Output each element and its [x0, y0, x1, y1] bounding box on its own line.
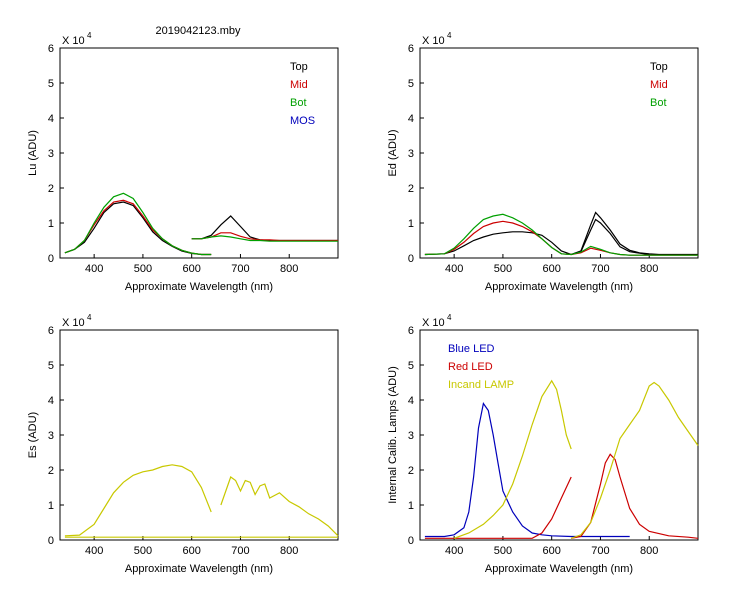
- legend-entry: Blue LED: [448, 343, 495, 355]
- x-tick-label: 400: [445, 545, 463, 557]
- y-exponent-label: 4: [447, 31, 452, 40]
- x-tick-label: 400: [85, 545, 103, 557]
- series-line-incand-lamp-1: [453, 379, 572, 539]
- y-tick-label: 6: [408, 325, 414, 337]
- x-tick-label: 800: [280, 545, 298, 557]
- y-axis-title: Ed (ADU): [387, 129, 399, 176]
- x-tick-label: 500: [494, 263, 512, 275]
- y-axis-title: Internal Calib. Lamps (ADU): [387, 366, 399, 504]
- legend-entry: Top: [290, 61, 308, 73]
- series-line-mid-1: [64, 199, 212, 256]
- x-tick-label: 500: [134, 545, 152, 557]
- legend-entry: Mid: [290, 79, 308, 91]
- y-exponent-label: 4: [87, 313, 92, 322]
- y-tick-label: 5: [48, 78, 54, 90]
- y-tick-label: 1: [408, 500, 414, 512]
- y-tick-label: 1: [408, 218, 414, 230]
- y-tick-label: 4: [48, 113, 54, 125]
- y-multiplier-label: X 10: [422, 35, 445, 47]
- x-tick-label: 800: [640, 545, 658, 557]
- y-tick-label: 3: [408, 148, 414, 160]
- y-tick-label: 6: [48, 325, 54, 337]
- x-axis-title: Approximate Wavelength (nm): [125, 281, 273, 293]
- y-tick-label: 0: [408, 535, 414, 547]
- legend-entry: Bot: [650, 97, 667, 109]
- series-line-es-2: [220, 476, 339, 537]
- series-line-top-1: [424, 211, 698, 256]
- legend-entry: Top: [650, 61, 668, 73]
- y-multiplier-label: X 10: [62, 35, 85, 47]
- series-line-incand-lamp-2: [570, 381, 699, 539]
- series-line-bot-1: [424, 213, 698, 256]
- x-tick-label: 600: [183, 545, 201, 557]
- x-tick-label: 700: [231, 263, 249, 275]
- y-tick-label: 4: [408, 113, 414, 125]
- y-tick-label: 4: [408, 395, 414, 407]
- y-axis-title: Es (ADU): [27, 412, 39, 458]
- x-tick-label: 700: [591, 545, 609, 557]
- y-tick-label: 2: [48, 465, 54, 477]
- y-axis-title: Lu (ADU): [27, 130, 39, 176]
- x-tick-label: 400: [85, 263, 103, 275]
- legend-entry: Mid: [650, 79, 668, 91]
- y-tick-label: 5: [48, 360, 54, 372]
- series-line-bot-2: [191, 235, 338, 242]
- x-tick-label: 600: [543, 263, 561, 275]
- y-tick-label: 4: [48, 395, 54, 407]
- legend-entry: Incand LAMP: [448, 379, 514, 391]
- x-tick-label: 600: [543, 545, 561, 557]
- legend-entry: MOS: [290, 115, 315, 127]
- series-line-top-2: [571, 218, 650, 256]
- y-tick-label: 0: [48, 535, 54, 547]
- x-tick-label: 800: [640, 263, 658, 275]
- y-tick-label: 0: [408, 253, 414, 265]
- y-tick-label: 6: [408, 43, 414, 55]
- y-tick-label: 2: [408, 183, 414, 195]
- x-tick-label: 500: [494, 545, 512, 557]
- figure-title: 2019042123.mby: [155, 25, 241, 37]
- y-tick-label: 5: [408, 360, 414, 372]
- y-exponent-label: 4: [447, 313, 452, 322]
- y-tick-label: 2: [48, 183, 54, 195]
- y-tick-label: 3: [48, 148, 54, 160]
- x-tick-label: 400: [445, 263, 463, 275]
- y-tick-label: 1: [48, 218, 54, 230]
- series-line-mid-1: [424, 220, 698, 256]
- y-tick-label: 3: [408, 430, 414, 442]
- x-axis-title: Approximate Wavelength (nm): [125, 563, 273, 575]
- y-tick-label: 3: [48, 430, 54, 442]
- series-line-blue-led-1: [424, 402, 630, 538]
- y-multiplier-label: X 10: [422, 317, 445, 329]
- y-tick-label: 1: [48, 500, 54, 512]
- x-tick-label: 600: [183, 263, 201, 275]
- y-exponent-label: 4: [87, 31, 92, 40]
- x-axis-title: Approximate Wavelength (nm): [485, 281, 633, 293]
- y-tick-label: 2: [408, 465, 414, 477]
- x-tick-label: 500: [134, 263, 152, 275]
- x-tick-label: 700: [231, 545, 249, 557]
- y-tick-label: 5: [408, 78, 414, 90]
- series-line-red-led-2: [571, 453, 699, 539]
- x-tick-label: 800: [280, 263, 298, 275]
- x-axis-title: Approximate Wavelength (nm): [485, 563, 633, 575]
- legend-entry: Red LED: [448, 361, 493, 373]
- legend-entry: Bot: [290, 97, 307, 109]
- y-multiplier-label: X 10: [62, 317, 85, 329]
- y-tick-label: 0: [48, 253, 54, 265]
- y-tick-label: 6: [48, 43, 54, 55]
- series-line-mid-2: [191, 232, 338, 242]
- series-line-red-led-1: [424, 476, 572, 539]
- series-line-bot-1: [64, 192, 212, 256]
- plot-frame: [59, 329, 339, 541]
- x-tick-label: 700: [591, 263, 609, 275]
- series-line-es-1: [64, 464, 212, 537]
